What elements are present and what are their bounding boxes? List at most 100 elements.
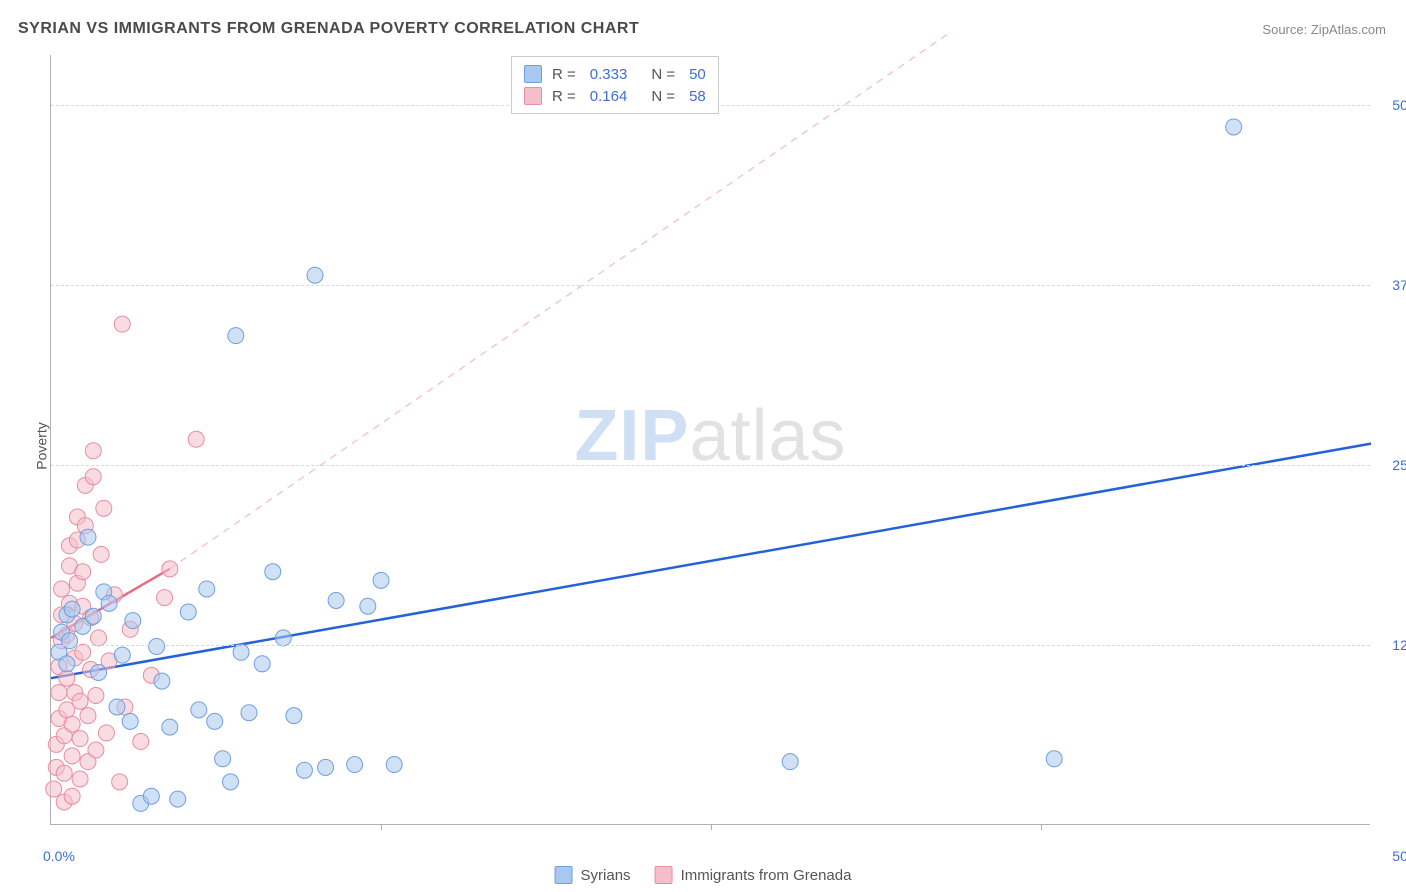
data-point [64, 748, 80, 764]
data-point [109, 699, 125, 715]
r-value: 0.164 [590, 88, 628, 105]
x-tick [1041, 824, 1042, 830]
data-point [199, 581, 215, 597]
data-point [360, 598, 376, 614]
data-point [75, 564, 91, 580]
data-point [318, 759, 334, 775]
data-point [75, 644, 91, 660]
data-point [114, 316, 130, 332]
legend-stat-row: R = 0.333 N = 50 [524, 63, 706, 85]
data-point [782, 754, 798, 770]
data-point [1046, 751, 1062, 767]
legend-stats: R =0.333N =50R =0.164N =58 [511, 56, 719, 114]
data-point [80, 529, 96, 545]
data-point [64, 716, 80, 732]
data-point [72, 771, 88, 787]
data-point [162, 561, 178, 577]
data-point [373, 572, 389, 588]
data-point [91, 630, 107, 646]
r-label: R = [552, 66, 576, 83]
data-point [85, 608, 101, 624]
data-point [328, 592, 344, 608]
plot-area: ZIPatlas 0.0% 50.0% 12.5%25.0%37.5%50.0% [50, 55, 1370, 825]
chart-title: SYRIAN VS IMMIGRANTS FROM GRENADA POVERT… [18, 20, 639, 38]
legend-label: Immigrants from Grenada [681, 867, 852, 884]
data-point [51, 685, 67, 701]
legend-item: Immigrants from Grenada [655, 866, 852, 884]
y-tick-label: 12.5% [1377, 637, 1406, 653]
data-point [1226, 119, 1242, 135]
data-point [56, 765, 72, 781]
chart-svg [51, 55, 1370, 824]
n-label: N = [651, 66, 675, 83]
data-point [101, 595, 117, 611]
data-point [215, 751, 231, 767]
data-point [296, 762, 312, 778]
x-min-label: 0.0% [43, 848, 75, 864]
data-point [93, 546, 109, 562]
y-tick-label: 25.0% [1377, 457, 1406, 473]
legend-swatch [555, 866, 573, 884]
legend-item: Syrians [555, 866, 631, 884]
data-point [98, 725, 114, 741]
data-point [233, 644, 249, 660]
data-point [59, 670, 75, 686]
trend-line [51, 444, 1371, 679]
y-tick-label: 50.0% [1377, 97, 1406, 113]
r-label: R = [552, 88, 576, 105]
r-value: 0.333 [590, 66, 628, 83]
data-point [54, 581, 70, 597]
data-point [170, 791, 186, 807]
data-point [386, 757, 402, 773]
data-point [64, 788, 80, 804]
gridline [51, 285, 1370, 286]
data-point [88, 687, 104, 703]
data-point [133, 734, 149, 750]
y-tick-label: 37.5% [1377, 277, 1406, 293]
data-point [88, 742, 104, 758]
legend-swatch [524, 65, 542, 83]
data-point [46, 781, 62, 797]
data-point [85, 443, 101, 459]
legend-swatch [524, 87, 542, 105]
n-value: 50 [689, 66, 706, 83]
legend-label: Syrians [581, 867, 631, 884]
x-max-label: 50.0% [1377, 848, 1406, 864]
x-tick [381, 824, 382, 830]
data-point [122, 713, 138, 729]
data-point [265, 564, 281, 580]
data-point [157, 590, 173, 606]
data-point [223, 774, 239, 790]
legend-stat-row: R =0.164N =58 [524, 85, 706, 107]
data-point [228, 328, 244, 344]
data-point [347, 757, 363, 773]
data-point [241, 705, 257, 721]
legend-swatch [655, 866, 673, 884]
data-point [91, 664, 107, 680]
data-point [188, 431, 204, 447]
gridline [51, 645, 1370, 646]
data-point [125, 613, 141, 629]
data-point [275, 630, 291, 646]
data-point [72, 731, 88, 747]
n-label: N = [651, 88, 675, 105]
data-point [96, 500, 112, 516]
data-point [180, 604, 196, 620]
data-point [80, 708, 96, 724]
data-point [59, 656, 75, 672]
gridline [51, 465, 1370, 466]
data-point [286, 708, 302, 724]
legend-series: Syrians Immigrants from Grenada [555, 866, 852, 884]
source-label: Source: [1262, 22, 1307, 37]
data-point [64, 601, 80, 617]
data-point [72, 693, 88, 709]
data-point [191, 702, 207, 718]
data-point [254, 656, 270, 672]
data-point [207, 713, 223, 729]
data-point [154, 673, 170, 689]
data-point [112, 774, 128, 790]
source-attribution: Source: ZipAtlas.com [1262, 22, 1386, 37]
data-point [162, 719, 178, 735]
data-point [307, 267, 323, 283]
x-tick [711, 824, 712, 830]
